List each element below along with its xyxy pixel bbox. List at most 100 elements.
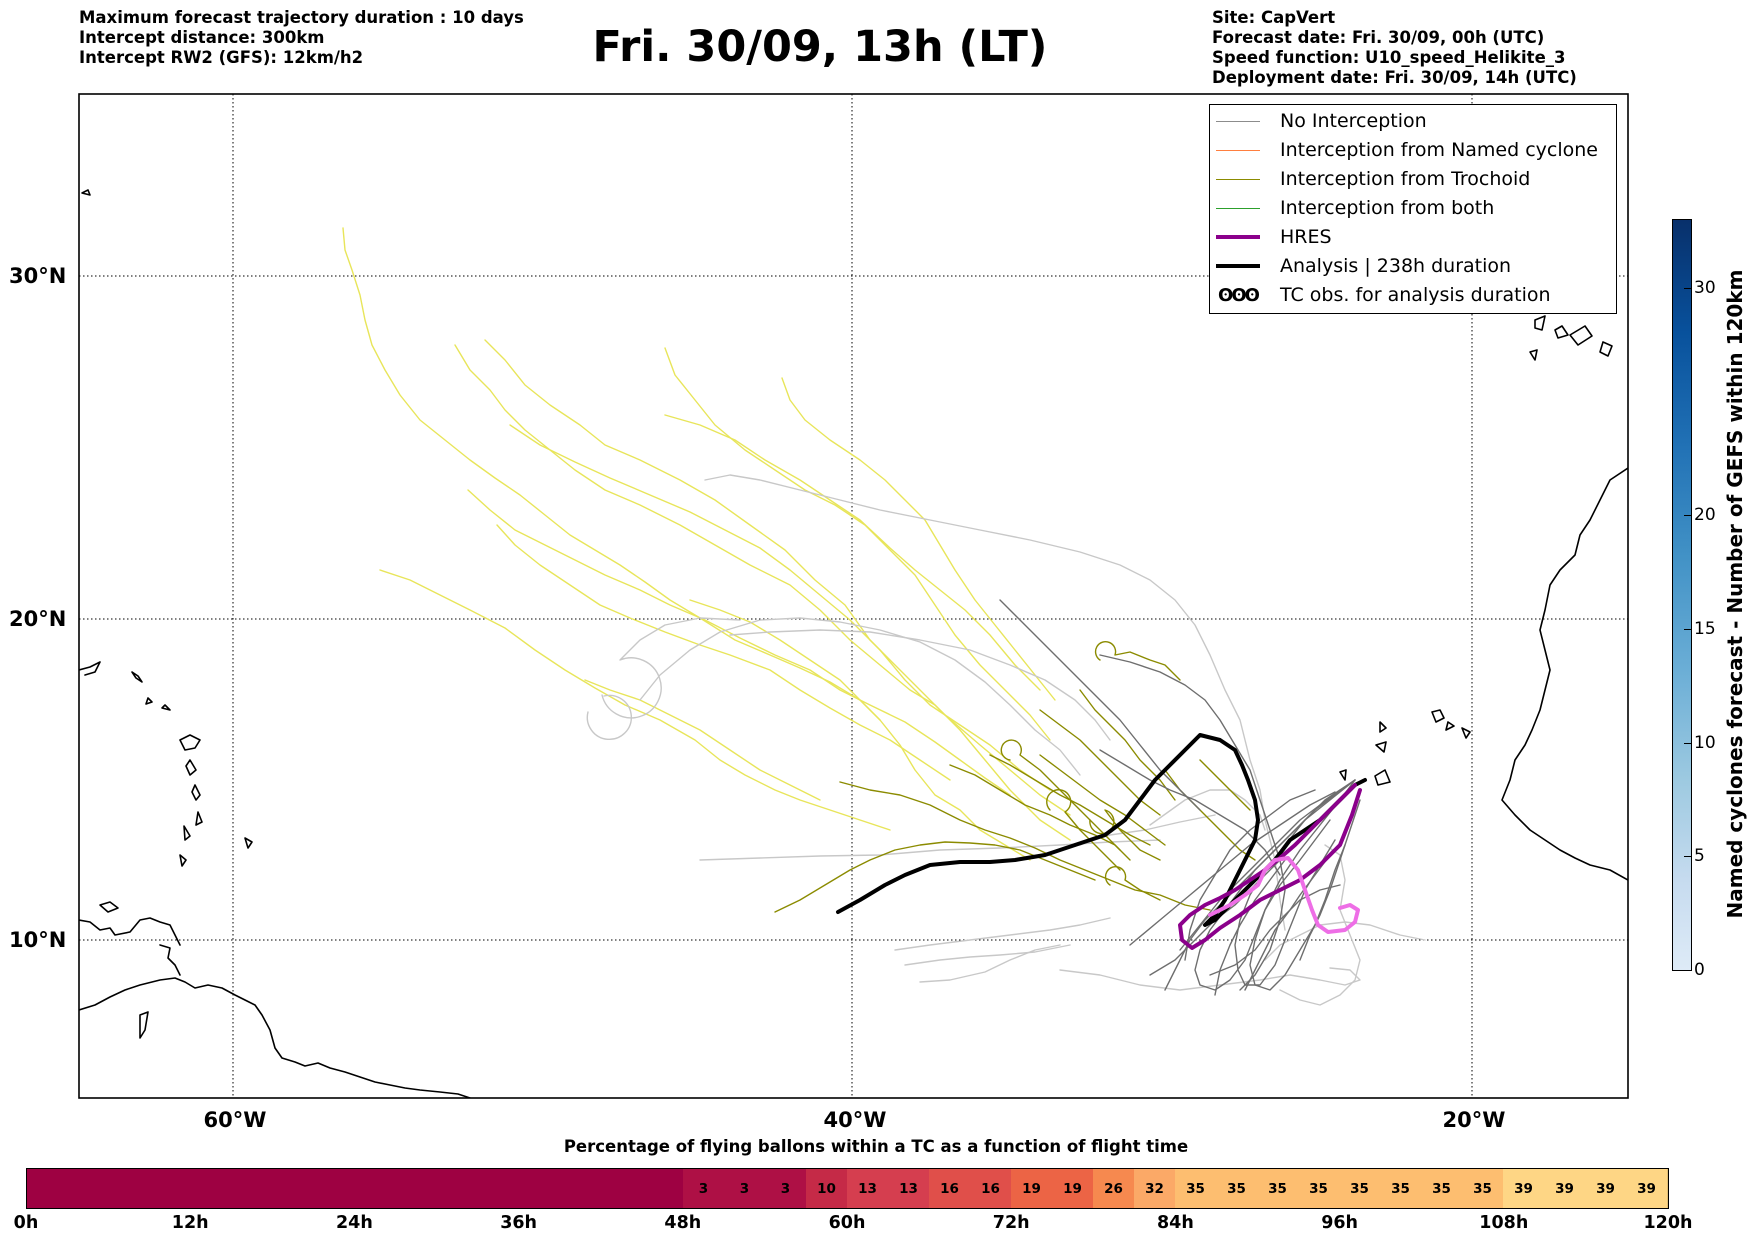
flight-time-percent: 35 [1186,1181,1205,1197]
header-speed-function: Speed function: U10_speed_Helikite_3 [1212,48,1566,67]
flight-time-tick: 96h [1321,1213,1358,1233]
flight-time-cell [27,1169,69,1208]
flight-time-percent: 39 [1596,1181,1615,1197]
legend-item-tc-obs: ʘʘʘ TC obs. for analysis duration [1216,283,1551,307]
legend-label: Interception from both [1280,197,1495,219]
flight-time-percent: 10 [817,1181,836,1197]
flight-time-percent: 35 [1268,1181,1287,1197]
africa-coast [1501,467,1628,881]
flight-time-cell [1544,1169,1586,1208]
flight-time-cell [191,1169,233,1208]
colorbar-tick-label: 15 [1694,619,1716,640]
flight-time-cell [1257,1169,1299,1208]
legend-item-analysis: Analysis | 238h duration [1216,254,1511,278]
colorbar [1672,219,1692,971]
lat-label-30: 30°N [9,264,67,288]
flight-time-tick: 0h [13,1213,39,1233]
graticule [79,94,1628,1098]
trajectories-trochoid [774,641,1256,913]
flight-time-cell [601,1169,643,1208]
colorbar-tick-label: 0 [1694,960,1705,980]
lat-label-20: 20°N [9,607,67,631]
flight-time-tick: 60h [828,1213,866,1233]
lon-label-20w: 20°W [1442,1108,1506,1132]
legend-swatch [1216,235,1260,239]
flight-time-cell [1011,1169,1053,1208]
flight-time-percent: 19 [1022,1181,1041,1197]
flight-time-cell [150,1169,192,1208]
flight-time-cell [1216,1169,1258,1208]
colorbar-tick-label: 30 [1694,278,1716,299]
map-border [78,93,1629,1099]
flight-time-cell [1339,1169,1381,1208]
flight-time-percent: 35 [1391,1181,1410,1197]
header-intercept-rw2: Intercept RW2 (GFS): 12km/h2 [79,48,364,67]
flight-time-percent: 35 [1473,1181,1492,1197]
flight-time-percent: 26 [1104,1181,1123,1197]
header-deployment-date: Deployment date: Fri. 30/09, 14h (UTC) [1212,68,1577,87]
header-intercept-distance: Intercept distance: 300km [79,28,325,47]
flight-time-cell [273,1169,315,1208]
colorbar-tickmark [1684,515,1692,517]
flight-time-tick: 72h [992,1213,1030,1233]
legend-swatch [1216,264,1260,268]
legend-label: Analysis | 238h duration [1280,255,1512,277]
flight-time-percent: 39 [1637,1181,1656,1197]
flight-time-cell [1626,1169,1668,1208]
flight-time-percent: 16 [981,1181,1000,1197]
lon-label-60w: 60°W [203,1108,267,1132]
flight-time-percent: 3 [739,1181,750,1197]
flight-time-tick: 24h [335,1213,373,1233]
colorbar-tick-label: 5 [1694,846,1705,867]
flight-time-cell [355,1169,397,1208]
flight-time-cell [314,1169,356,1208]
colorbar-tickmark [1684,288,1692,290]
flight-time-percent: 3 [780,1181,791,1197]
legend-label: TC obs. for analysis duration [1280,284,1551,306]
colorbar-label: Named cyclones forecast - Number of GEFS… [1723,269,1747,919]
flight-time-tick: 84h [1156,1213,1194,1233]
trajectories-dark-gray [999,599,1361,996]
page-title: Fri. 30/09, 13h (LT) [592,22,1048,72]
flight-time-cell [232,1169,274,1208]
legend-item-hres: HRES [1216,225,1332,249]
colorbar-tick-label: 10 [1694,732,1716,753]
flight-time-percent: 3 [698,1181,709,1197]
legend-swatch [1216,120,1260,122]
coastlines [79,189,1628,1098]
flight-time-title: Percentage of flying ballons within a TC… [563,1137,1189,1156]
flight-time-percent: 16 [940,1181,959,1197]
legend-item-trochoid: Interception from Trochoid [1216,167,1530,191]
hres-late-track [1208,856,1360,934]
lesser-antilles [179,734,203,867]
caribbean-coast [79,917,181,946]
flight-time-cell [888,1169,930,1208]
legend-item-both: Interception from both [1216,196,1494,220]
flight-time-tick: 36h [500,1213,537,1233]
legend-swatch [1216,178,1260,180]
flight-time-tick: 48h [664,1213,702,1233]
flight-time-percent: 19 [1063,1181,1082,1197]
flight-time-percent: 39 [1514,1181,1533,1197]
flight-time-cell [478,1169,520,1208]
south-america-coast [79,977,471,1098]
flight-time-bar: 3 3 3 10 13 13 16 16 19 19 26 32 35 35 35 35 35 35 35 35 39 3… [26,1168,1669,1209]
flight-time-cell [642,1169,684,1208]
flight-time-percent: 13 [899,1181,918,1197]
flight-time-percent: 35 [1350,1181,1369,1197]
trajectories-pale-yellow [342,227,1071,861]
legend-swatch [1216,207,1260,209]
island-shape [139,1011,149,1039]
legend-item-no-interception: No Interception [1216,109,1427,133]
lat-label-10: 10°N [9,928,67,952]
legend-label: Interception from Named cyclone [1280,139,1598,161]
flight-time-percent: 39 [1555,1181,1574,1197]
islands-shape [131,671,171,711]
legend-label: No Interception [1280,110,1427,132]
flight-time-cell [396,1169,438,1208]
flight-time-tick: 12h [171,1213,209,1233]
legend-label: Interception from Trochoid [1280,168,1531,190]
flight-time-tick: 108h [1479,1213,1529,1233]
flight-time-cell [109,1169,151,1208]
flight-time-percent: 35 [1227,1181,1246,1197]
